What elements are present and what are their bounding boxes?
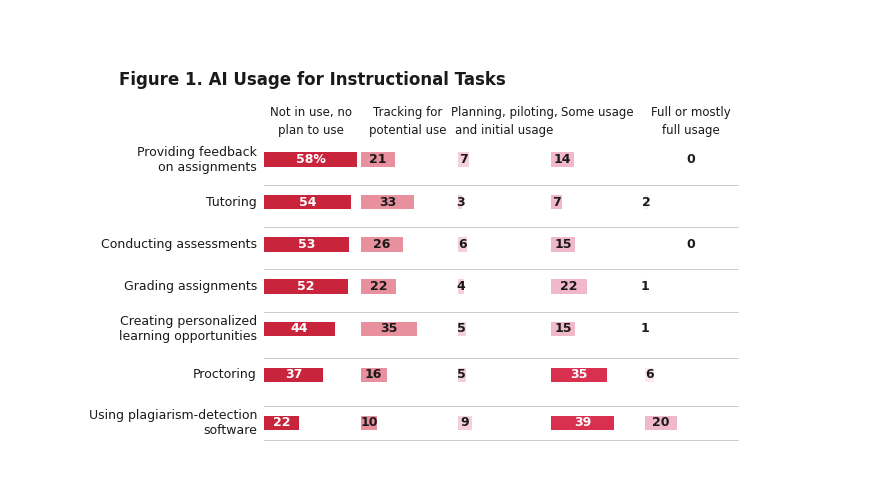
FancyBboxPatch shape [551,416,613,430]
Text: 6: 6 [458,238,467,251]
FancyBboxPatch shape [458,195,463,210]
FancyBboxPatch shape [264,416,299,430]
Text: 20: 20 [652,417,670,430]
Text: Planning, piloting,
and initial usage: Planning, piloting, and initial usage [451,106,558,137]
FancyBboxPatch shape [264,153,357,167]
FancyBboxPatch shape [361,153,395,167]
Text: 6: 6 [645,368,654,381]
Text: 39: 39 [574,417,591,430]
Text: 5: 5 [457,322,466,335]
Text: 16: 16 [365,368,382,381]
FancyBboxPatch shape [361,368,387,382]
Text: 1: 1 [641,280,650,293]
FancyBboxPatch shape [458,321,466,336]
FancyBboxPatch shape [645,195,647,210]
Text: Creating personalized
learning opportunities: Creating personalized learning opportuni… [119,315,257,343]
FancyBboxPatch shape [264,279,347,294]
FancyBboxPatch shape [645,321,647,336]
Text: Tutoring: Tutoring [206,196,257,209]
Text: 52: 52 [297,280,314,293]
Text: 5: 5 [457,368,466,381]
Text: 4: 4 [456,280,465,293]
Text: 37: 37 [285,368,303,381]
Text: 3: 3 [455,196,464,209]
Text: 7: 7 [459,153,468,166]
Text: 53: 53 [298,238,315,251]
FancyBboxPatch shape [551,368,607,382]
Text: 44: 44 [290,322,308,335]
Text: Conducting assessments: Conducting assessments [101,238,257,251]
Text: Providing feedback
on assignments: Providing feedback on assignments [138,146,257,174]
Text: Using plagiarism-detection
software: Using plagiarism-detection software [88,409,257,437]
FancyBboxPatch shape [458,368,466,382]
Text: 22: 22 [560,280,578,293]
Text: 22: 22 [370,280,388,293]
FancyBboxPatch shape [264,368,323,382]
FancyBboxPatch shape [551,321,575,336]
FancyBboxPatch shape [551,195,563,210]
FancyBboxPatch shape [458,416,472,430]
FancyBboxPatch shape [458,279,464,294]
FancyBboxPatch shape [458,237,467,251]
FancyBboxPatch shape [361,195,414,210]
Text: 54: 54 [298,196,316,209]
Text: 21: 21 [369,153,387,166]
FancyBboxPatch shape [264,195,351,210]
Text: Full or mostly
full usage: Full or mostly full usage [651,106,731,137]
FancyBboxPatch shape [551,153,573,167]
Text: 22: 22 [273,417,290,430]
Text: 33: 33 [379,196,396,209]
Text: Not in use, no
plan to use: Not in use, no plan to use [270,106,352,137]
Text: 15: 15 [555,322,572,335]
Text: Tracking for
potential use: Tracking for potential use [369,106,446,137]
FancyBboxPatch shape [264,237,349,251]
FancyBboxPatch shape [645,368,655,382]
Text: 10: 10 [360,417,378,430]
FancyBboxPatch shape [361,416,377,430]
Text: 26: 26 [373,238,390,251]
Text: 7: 7 [553,196,561,209]
FancyBboxPatch shape [361,279,396,294]
Text: 35: 35 [380,322,397,335]
FancyBboxPatch shape [458,153,469,167]
Text: Proctoring: Proctoring [193,368,257,381]
Text: 14: 14 [554,153,572,166]
Text: Figure 1. AI Usage for Instructional Tasks: Figure 1. AI Usage for Instructional Tas… [119,71,505,89]
Text: 0: 0 [687,238,696,251]
FancyBboxPatch shape [361,237,403,251]
Text: 35: 35 [571,368,588,381]
Text: Grading assignments: Grading assignments [124,280,257,293]
Text: 58%: 58% [296,153,326,166]
Text: 2: 2 [642,196,650,209]
Text: 0: 0 [687,153,696,166]
FancyBboxPatch shape [264,321,335,336]
FancyBboxPatch shape [551,237,575,251]
Text: 1: 1 [641,322,650,335]
FancyBboxPatch shape [551,279,587,294]
FancyBboxPatch shape [361,321,417,336]
Text: Some usage: Some usage [562,106,634,119]
FancyBboxPatch shape [645,416,677,430]
FancyBboxPatch shape [645,279,647,294]
Text: 9: 9 [461,417,469,430]
Text: 15: 15 [555,238,572,251]
